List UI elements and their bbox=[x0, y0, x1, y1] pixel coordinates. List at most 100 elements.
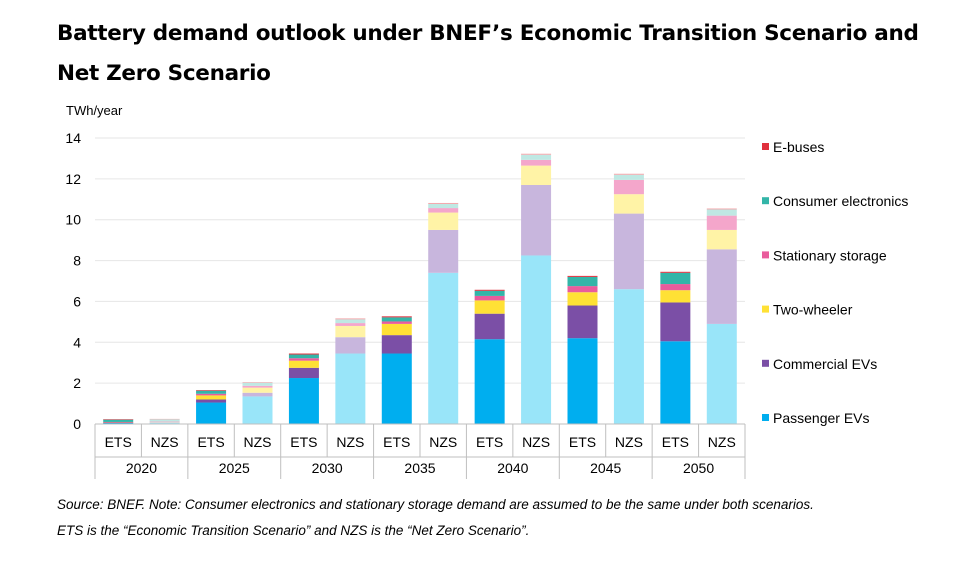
bar-segment bbox=[381, 335, 412, 354]
legend-entry: Two-wheeler bbox=[773, 302, 853, 318]
bar-segment bbox=[613, 289, 644, 424]
legend: E-buses Consumer electronics Stationary st… bbox=[762, 139, 908, 426]
x-group-label: 2020 bbox=[126, 460, 157, 476]
bar-segment bbox=[567, 275, 598, 277]
legend-entry: Passenger EVs bbox=[773, 410, 870, 426]
bar-segment bbox=[706, 215, 737, 230]
bar-segment bbox=[381, 317, 412, 322]
bar-segment bbox=[706, 229, 737, 250]
bar-segment bbox=[474, 339, 505, 424]
bar-segment bbox=[242, 385, 273, 388]
x-group-label: 2050 bbox=[683, 460, 714, 476]
bar-segment bbox=[242, 382, 273, 383]
bar-segment bbox=[196, 402, 227, 424]
bar-segment bbox=[428, 212, 459, 230]
x-tick-label: ETS bbox=[290, 434, 317, 450]
bar-segment bbox=[474, 295, 505, 301]
bar-segment bbox=[335, 337, 366, 354]
legend-swatch bbox=[762, 414, 769, 421]
bar-segment bbox=[474, 313, 505, 340]
bar-segment bbox=[288, 353, 319, 355]
bar-segment bbox=[613, 194, 644, 214]
bar-segment bbox=[474, 290, 505, 296]
bar-segment bbox=[474, 289, 505, 291]
source-note: Source: BNEF. Note: Consumer electronics… bbox=[57, 492, 957, 544]
bar-segment bbox=[567, 286, 598, 293]
x-tick-label: NZS bbox=[429, 434, 457, 450]
y-tick-label: 12 bbox=[65, 171, 81, 187]
chart-title: Battery demand outlook under BNEF’s Econ… bbox=[57, 21, 919, 86]
bar-segment bbox=[428, 272, 459, 424]
bar-segment bbox=[196, 399, 227, 403]
bars bbox=[103, 153, 737, 424]
source-note-line-2: ETS is the “Economic Transition Scenario… bbox=[57, 523, 530, 538]
x-tick-label: ETS bbox=[383, 434, 410, 450]
y-tick-label: 4 bbox=[73, 334, 81, 350]
legend-entry: Consumer electronics bbox=[773, 193, 908, 209]
bar-segment bbox=[521, 154, 552, 160]
bar-segment bbox=[149, 421, 180, 423]
bar-segment bbox=[521, 255, 552, 424]
bar-segment bbox=[288, 367, 319, 379]
y-tick-label: 8 bbox=[73, 253, 81, 269]
bar-segment bbox=[567, 276, 598, 287]
x-tick-label: NZS bbox=[151, 434, 179, 450]
bar-segment bbox=[521, 153, 552, 155]
bar-segment bbox=[381, 321, 412, 324]
bar-segment bbox=[288, 378, 319, 424]
x-tick-label: ETS bbox=[662, 434, 689, 450]
bar-segment bbox=[149, 419, 180, 422]
legend-entry: E-buses bbox=[773, 139, 824, 155]
bar-segment bbox=[706, 249, 737, 324]
bar-segment bbox=[149, 422, 180, 424]
bar-segment bbox=[613, 173, 644, 175]
x-axis: ETS NZS ETS NZS ETS NZS ETS NZS ETS NZS ETS NZS ETS N… bbox=[94, 423, 746, 479]
legend-swatch bbox=[762, 143, 769, 150]
bar-segment bbox=[428, 203, 459, 209]
x-tick-label: NZS bbox=[708, 434, 736, 450]
bar-segment bbox=[706, 323, 737, 424]
x-group-label: 2040 bbox=[497, 460, 528, 476]
bar-segment bbox=[242, 392, 273, 397]
bar-segment bbox=[381, 353, 412, 424]
source-note-line-1: Source: BNEF. Note: Consumer electronics… bbox=[57, 497, 814, 512]
bar-segment bbox=[335, 323, 366, 326]
bar-segment bbox=[613, 174, 644, 180]
bar-segment bbox=[428, 229, 459, 273]
bar-segment bbox=[660, 272, 691, 285]
bar-segment bbox=[381, 316, 412, 318]
x-group-label: 2045 bbox=[590, 460, 621, 476]
bar-segment bbox=[521, 165, 552, 185]
bar-segment bbox=[660, 302, 691, 342]
x-tick-label: NZS bbox=[244, 434, 272, 450]
bar-segment bbox=[196, 393, 227, 396]
bar-segment bbox=[381, 323, 412, 336]
bar-segment bbox=[521, 184, 552, 256]
bar-segment bbox=[242, 382, 273, 386]
bar-segment bbox=[660, 271, 691, 273]
y-tick-label: 14 bbox=[65, 130, 81, 146]
bar-segment bbox=[103, 421, 134, 423]
bar-segment bbox=[196, 390, 227, 391]
y-tick-label: 10 bbox=[65, 212, 81, 228]
y-axis-label: TWh/year bbox=[66, 103, 123, 118]
bar-segment bbox=[196, 390, 227, 394]
bar-segment bbox=[103, 419, 134, 420]
bar-segment bbox=[149, 418, 180, 420]
bar-segment bbox=[660, 290, 691, 303]
bar-segment bbox=[103, 419, 134, 422]
bar-segment bbox=[521, 159, 552, 166]
bar-segment bbox=[474, 300, 505, 314]
bar-segment bbox=[428, 208, 459, 213]
bar-segment bbox=[103, 422, 134, 424]
x-tick-label: NZS bbox=[615, 434, 643, 450]
bar-segment bbox=[196, 395, 227, 400]
bar-segment bbox=[660, 284, 691, 291]
bar-segment bbox=[335, 353, 366, 424]
bar-segment bbox=[288, 354, 319, 359]
x-tick-label: ETS bbox=[197, 434, 224, 450]
bar-segment bbox=[428, 202, 459, 204]
y-tick-label: 0 bbox=[73, 416, 81, 432]
legend-swatch bbox=[762, 251, 769, 259]
